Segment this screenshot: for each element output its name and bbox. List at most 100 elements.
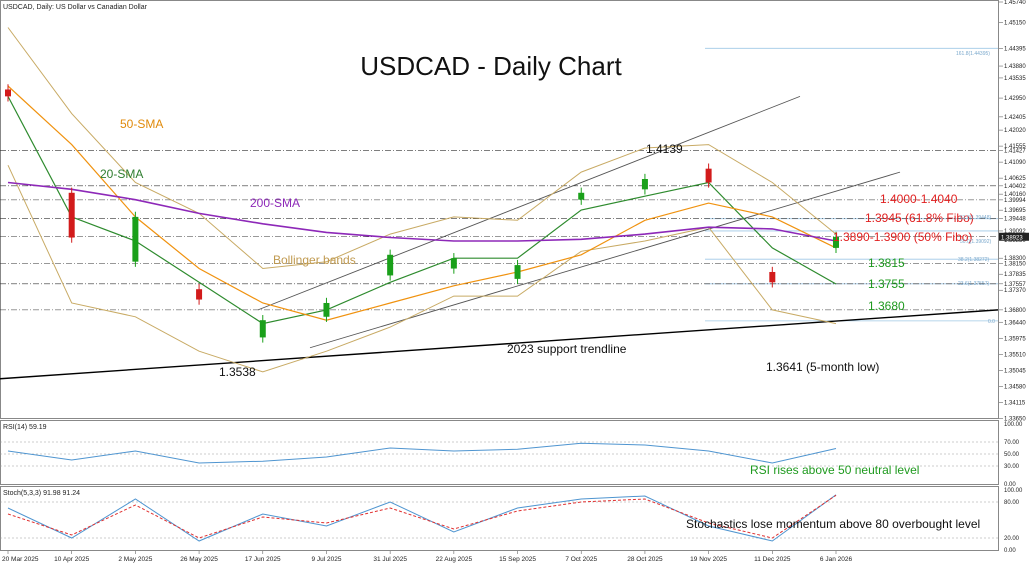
price-tick-label: 1.40160 (1004, 192, 1026, 198)
candle-body (641, 179, 648, 190)
label-low-2025: 1.3538 (219, 365, 256, 379)
level-label-2: 1.3945 (61.8% Fibo) (865, 211, 974, 225)
time-tick-label: 28 Oct 2025 (627, 556, 663, 563)
rsi-tick-label: 100.00 (1004, 422, 1023, 428)
time-tick-label: 10 Apr 2025 (54, 556, 89, 563)
time-tick-label: 19 Nov 2025 (690, 556, 727, 563)
time-tick-label: 11 Dec 2025 (754, 556, 791, 563)
price-tick-label: 1.42020 (1004, 128, 1026, 134)
price-tick-label: 1.34115 (1004, 400, 1026, 406)
price-tick-label: 1.40625 (1004, 176, 1026, 182)
time-tick-label: 26 May 2025 (180, 556, 218, 563)
label-sma50: 50-SMA (120, 117, 163, 131)
stoch-series-line (7, 494, 837, 542)
main-panel-frame (0, 0, 999, 419)
price-tick-label: 1.42405 (1004, 115, 1026, 121)
label-high: 1.4139 (646, 142, 683, 156)
price-tick-label: 1.40402 (1004, 184, 1026, 190)
price-tag-label: 1.38923 (1001, 235, 1023, 241)
bollinger-lower-band (7, 164, 837, 373)
time-tick-label: 31 Jul 2025 (373, 556, 407, 563)
rsi-caption: RSI(14) 59.19 (3, 424, 47, 431)
symbol-caption: USDCAD, Daily: US Dollar vs Canadian Dol… (3, 4, 148, 11)
candle-body (705, 168, 712, 183)
candle-body (387, 254, 394, 276)
price-tick-label: 1.36800 (1004, 308, 1026, 314)
candle-body (259, 320, 266, 338)
fib-label-500: 50.0(1.39092) (960, 239, 991, 245)
time-axis: 20 Mar 2025 10 Apr 2025 2 May 2025 26 May 2… (2, 551, 852, 563)
price-tick-label: 1.39448 (1004, 217, 1026, 223)
price-tick-label: 1.33650 (1004, 416, 1026, 422)
price-tick-label: 1.45150 (1004, 20, 1026, 26)
price-tick-label: 1.37557 (1004, 282, 1026, 288)
moving-average-line (7, 85, 837, 321)
stoch-tick-label: 100.00 (1004, 488, 1023, 494)
rsi-tick-label: 70.00 (1004, 440, 1020, 446)
candle-body (323, 302, 330, 317)
level-label-6: 1.3680 (868, 299, 905, 313)
label-sma200: 200-SMA (250, 196, 300, 210)
time-tick-label: 9 Jul 2025 (311, 556, 341, 563)
label-trendline: 2023 support trendline (507, 342, 627, 356)
candle-body (68, 192, 75, 238)
price-tick-label: 1.39092 (1004, 229, 1026, 235)
price-tick-label: 1.42950 (1004, 96, 1026, 102)
stoch-tick-label: 80.00 (1004, 500, 1020, 506)
time-tick-label: 7 Oct 2025 (565, 556, 597, 563)
price-tick-label: 1.43880 (1004, 64, 1026, 70)
bollinger-upper-band (7, 27, 837, 270)
price-tick-label: 1.38830 (1004, 238, 1026, 244)
bollinger-layer (7, 27, 837, 373)
price-tick-label: 1.45740 (1004, 0, 1026, 6)
price-tick-label: 1.38150 (1004, 261, 1026, 267)
price-tick-label: 1.41090 (1004, 160, 1026, 166)
rsi-tick-label: 0.00 (1004, 482, 1016, 488)
price-tick-label: 1.35975 (1004, 336, 1026, 342)
price-tag-box (999, 232, 1029, 241)
moving-average-line (7, 96, 837, 325)
candle-body (450, 258, 457, 269)
candle-body (196, 289, 203, 300)
chart-title: USDCAD - Daily Chart (360, 51, 622, 81)
price-tick-label: 1.38300 (1004, 256, 1026, 262)
price-tick-label: 1.36440 (1004, 320, 1026, 326)
rsi-series-line (7, 442, 837, 464)
rsi-tick-label: 50.00 (1004, 452, 1020, 458)
candles-layer (5, 84, 839, 343)
candle-body (833, 236, 839, 248)
time-tick-label: 15 Sep 2025 (499, 556, 536, 563)
indicator-layer: 100.0070.0050.0030.000.00100.0080.0020.0… (0, 422, 1023, 554)
moving-average-line (7, 181, 837, 242)
fib-label-1618: 161.8(1.44395) (956, 51, 990, 57)
grid-layer (0, 47, 999, 380)
price-tick-label: 1.37370 (1004, 288, 1026, 294)
fib-label-0: 0.0 (988, 319, 995, 325)
price-axis: 1.45740 1.45150 1.44395 1.43880 1.43535 1.429… (999, 0, 1029, 422)
stoch-caption: Stoch(5,3,3) 91.98 91.24 (3, 490, 80, 497)
price-tick-label: 1.39994 (1004, 198, 1026, 204)
candle-body (578, 192, 585, 200)
label-bollinger: Bollinger bands (273, 253, 356, 267)
fib-label-618: 61.8(1.39448) (960, 215, 991, 221)
candle-body (132, 216, 139, 262)
rsi-tick-label: 30.00 (1004, 464, 1020, 470)
price-tick-label: 1.41427 (1004, 149, 1026, 155)
candle-body (769, 271, 776, 283)
candle-body (514, 265, 521, 279)
candle-body (5, 89, 11, 97)
price-tick-label: 1.44395 (1004, 46, 1026, 52)
price-tick-label: 1.34580 (1004, 384, 1026, 390)
price-tick-label: 1.41555 (1004, 144, 1026, 150)
level-label-1: 1.4000-1.4040 (880, 192, 958, 206)
channel-upper-line (257, 95, 801, 311)
stoch-tick-label: 0.00 (1004, 548, 1016, 554)
fib-label-236: 23.6(1.37557) (958, 281, 989, 287)
price-tick-label: 1.43535 (1004, 76, 1026, 82)
time-tick-label: 2 May 2025 (118, 556, 152, 563)
price-tick-label: 1.35510 (1004, 352, 1026, 358)
price-tick-label: 1.35045 (1004, 368, 1026, 374)
time-tick-label: 17 Jun 2025 (245, 556, 281, 563)
